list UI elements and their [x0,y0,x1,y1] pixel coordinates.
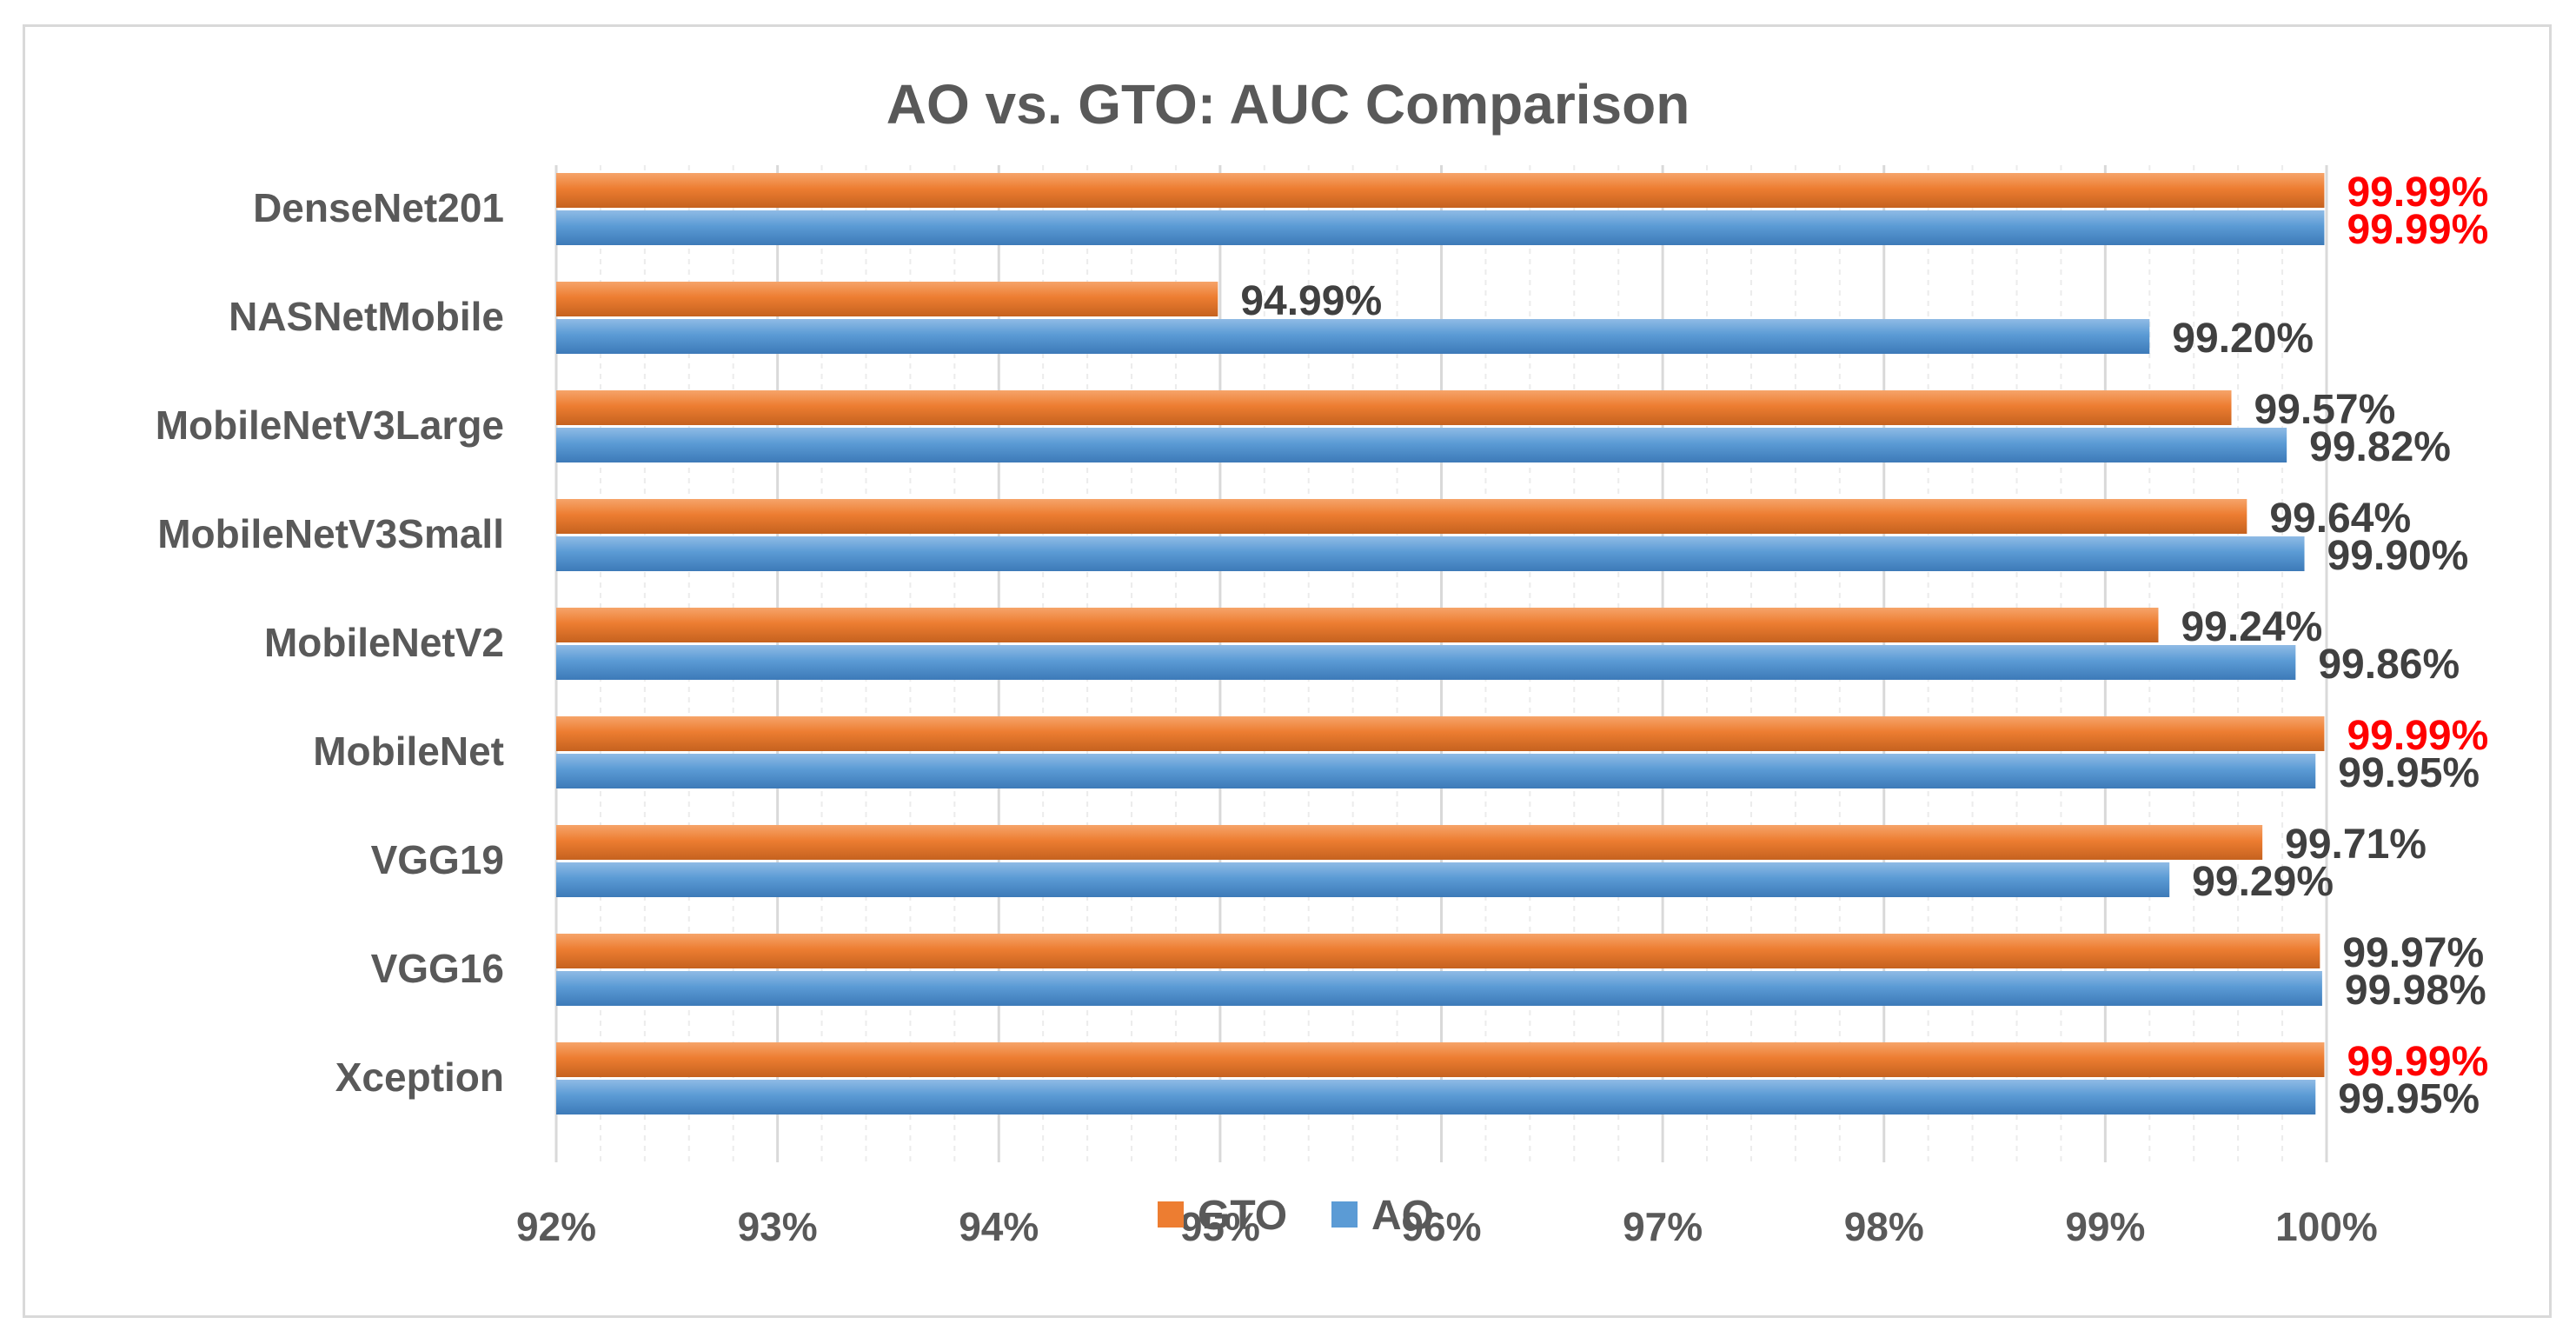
bar-gto [556,934,2320,968]
x-tick-label: 99% [2065,1204,2145,1249]
data-label-gto: 99.24% [2181,604,2322,650]
bar-ao [556,971,2322,1006]
data-label-gto: 99.97% [2342,930,2484,976]
x-tick-label: 98% [1844,1204,1924,1249]
x-tick-label: 93% [738,1204,818,1249]
bar-ao [556,862,2170,897]
chart-title: AO vs. GTO: AUC Comparison [886,73,1690,136]
x-tick-label: 100% [2275,1204,2378,1249]
data-label-ao: 99.29% [2192,859,2334,905]
category-label: MobileNetV3Large [156,403,504,448]
label-layer: DenseNet201 99.99%99.99%NASNetMobile 94.99… [156,170,2489,1122]
data-label-gto: 94.99% [1240,278,1382,324]
bar-layer [556,173,2325,1114]
category-label: MobileNetV2 [264,620,504,665]
bar-ao [556,428,2287,462]
data-label-ao: 99.99% [2347,207,2488,253]
bar-gto [556,608,2159,642]
data-label-ao: 99.20% [2172,316,2314,362]
x-tick-label: 96% [1401,1204,1481,1249]
bar-ao [556,319,2150,354]
data-label-gto: 99.57% [2254,387,2396,433]
x-tick-label: 94% [959,1204,1039,1249]
category-label: MobileNet [313,729,504,774]
bar-gto [556,390,2232,425]
legend: GTO AO [1158,1193,1434,1239]
bar-ao [556,1080,2316,1114]
data-label-gto: 99.99% [2347,1039,2488,1085]
legend-swatch-ao [1331,1201,1358,1228]
data-label-ao: 99.86% [2318,642,2460,688]
bar-ao [556,210,2325,245]
data-label-gto: 99.64% [2269,496,2411,542]
bar-gto [556,499,2247,534]
category-label: VGG19 [371,837,504,882]
category-label: VGG16 [371,946,504,991]
bar-ao [556,645,2296,680]
data-label-ao: 99.98% [2345,968,2486,1014]
bar-gto [556,716,2325,751]
data-label-ao: 99.95% [2338,1076,2480,1122]
category-label: NASNetMobile [229,294,504,339]
category-label: Xception [335,1055,504,1100]
bar-gto [556,1042,2325,1077]
bar-gto [556,825,2263,860]
data-label-ao: 99.90% [2327,533,2469,579]
bar-ao [556,754,2316,788]
category-label: DenseNet201 [253,185,504,230]
category-label: MobileNetV3Small [157,511,504,556]
legend-label-gto: GTO [1198,1193,1287,1239]
bar-gto [556,173,2325,208]
data-label-gto: 99.71% [2285,822,2427,868]
x-tick-label: 95% [1180,1204,1260,1249]
data-label-gto: 99.99% [2347,170,2488,216]
x-tick-label: 97% [1623,1204,1703,1249]
data-label-ao: 99.95% [2338,750,2480,796]
bar-gto [556,282,1218,316]
legend-label-ao: AO [1371,1193,1434,1239]
legend-swatch-gto [1158,1201,1184,1228]
data-label-ao: 99.82% [2309,424,2451,470]
data-label-gto: 99.99% [2347,713,2488,759]
bar-ao [556,536,2305,571]
x-tick-label: 92% [516,1204,596,1249]
